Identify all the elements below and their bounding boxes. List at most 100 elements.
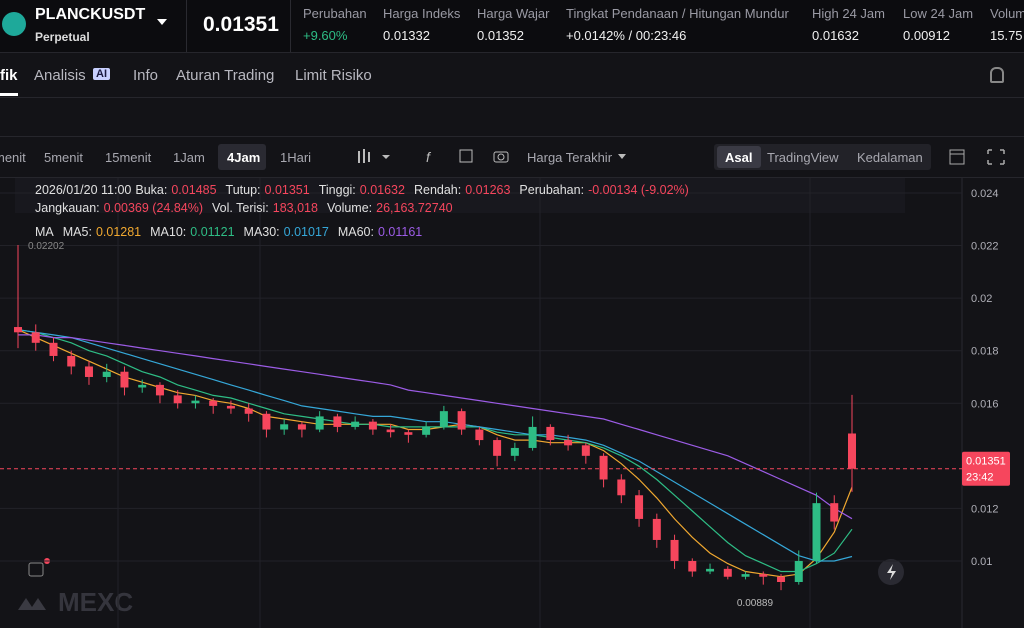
- chart-type-icon[interactable]: [355, 147, 391, 167]
- stat-label: Low 24 Jam: [903, 6, 974, 21]
- svg-text:f: f: [426, 149, 432, 165]
- view-option[interactable]: TradingView: [767, 150, 839, 165]
- candle-body: [173, 395, 182, 404]
- contract-type: Perpetual: [35, 30, 90, 44]
- layout-icons[interactable]: [948, 148, 1012, 166]
- info-label: Vol. Terisi:: [212, 201, 269, 215]
- price-source[interactable]: Harga Terakhir: [527, 150, 613, 165]
- info-value: 0.01263: [465, 183, 511, 197]
- stat-label: Volum: [990, 6, 1024, 21]
- view-option[interactable]: Kedalaman: [857, 150, 923, 165]
- info-label: Perubahan:: [519, 183, 585, 197]
- candle-body: [688, 560, 697, 572]
- info-value: -0.00134 (-9.02%): [588, 183, 689, 197]
- symbol[interactable]: PLANCKUSDT: [35, 6, 146, 23]
- info-value: 26,163.72740: [376, 201, 453, 215]
- stat-value: 15.75: [990, 28, 1023, 43]
- toolbar: f menit 5menit 15menit 1Jam 4Jam 1Hari Harga T…: [0, 136, 1024, 178]
- countdown: 23:42: [966, 472, 994, 484]
- nav-tab[interactable]: fik: [0, 67, 18, 84]
- candle-body: [155, 384, 164, 396]
- y-tick-label: 0.012: [971, 503, 999, 515]
- candle-body: [706, 568, 715, 572]
- interval[interactable]: 5menit: [44, 150, 84, 165]
- candle-body: [564, 440, 573, 446]
- ma-line: [17, 329, 853, 573]
- interval[interactable]: 4Jam: [227, 150, 261, 165]
- y-tick-label: 0.01: [971, 556, 992, 568]
- divider: [290, 0, 291, 52]
- stat-label: Harga Wajar: [477, 6, 550, 21]
- interval[interactable]: 1Jam: [173, 150, 205, 165]
- candle-body: [84, 366, 93, 377]
- ma-name: MA60:: [337, 225, 374, 239]
- interval[interactable]: 15menit: [105, 150, 152, 165]
- ma-line: [18, 334, 853, 520]
- nav-tab[interactable]: Analisis: [34, 67, 86, 84]
- coin-icon: [2, 12, 26, 36]
- dropdown-caret[interactable]: [156, 18, 168, 26]
- stat-label: Tingkat Pendanaan / Hitungan Mundur: [566, 6, 789, 21]
- watermark-logo: [18, 598, 46, 610]
- ma-value: 0.01121: [190, 225, 235, 239]
- candle-body: [67, 355, 76, 367]
- replay-icon[interactable]: [28, 562, 44, 577]
- candle-body: [244, 408, 253, 414]
- candle-body: [102, 371, 111, 377]
- candle-body: [386, 429, 395, 433]
- candle-body: [138, 384, 147, 388]
- last-price-box: [962, 451, 1010, 486]
- stat-value: +0.0142% / 00:23:46: [566, 28, 687, 43]
- active-underline: [0, 93, 18, 96]
- ma-name: MA10:: [150, 225, 187, 239]
- stat-value: 0.01332: [383, 28, 430, 43]
- ma-legend: MA MA5: 0.01281 MA10: 0.01121 MA30: 0.01017 MA6…: [15, 225, 698, 243]
- info-value: 183,018: [272, 201, 318, 215]
- candle-body: [528, 426, 537, 448]
- watermark: MEXC: [58, 587, 133, 617]
- tool-icons[interactable]: f: [426, 147, 526, 167]
- candle-body: [493, 440, 502, 456]
- candle-body: [635, 495, 644, 519]
- ma-value: 0.01281: [95, 225, 142, 239]
- stat-value: 0.01632: [812, 28, 859, 43]
- dropdown-caret[interactable]: [617, 154, 627, 160]
- candle-body: [297, 424, 306, 430]
- candle-body: [510, 447, 519, 456]
- stat-label: High 24 Jam: [812, 6, 885, 21]
- last-price-label: 0.01351: [966, 456, 1006, 468]
- candle-body: [812, 503, 821, 561]
- info-value: 0.01632: [359, 183, 405, 197]
- ma-line: [17, 329, 853, 562]
- view-option[interactable]: Asal: [725, 150, 753, 165]
- nav-tab[interactable]: Limit Risiko: [295, 67, 372, 84]
- candle-body: [599, 455, 608, 480]
- nav-tab[interactable]: Info: [133, 67, 159, 84]
- view-active-bg: [717, 146, 761, 168]
- stat-label: Harga Indeks: [383, 6, 461, 21]
- candle-body: [439, 411, 448, 427]
- candle-body: [422, 426, 431, 435]
- nav-tab[interactable]: Aturan Trading: [176, 67, 275, 84]
- min-label: 0.00889: [737, 598, 774, 609]
- bell-icon[interactable]: [990, 67, 1004, 83]
- candle-body: [617, 479, 626, 496]
- info-label: Jangkauan:: [35, 201, 100, 215]
- candle-body: [848, 433, 856, 469]
- interval[interactable]: 1Hari: [280, 150, 312, 165]
- y-tick-label: 0.02: [971, 293, 992, 305]
- y-tick-label: 0.024: [971, 188, 999, 200]
- ai-badge: AI: [93, 68, 110, 80]
- stat-value: 0.01352: [477, 28, 524, 43]
- nav-tabs: fik Analisis AI Info Aturan Trading Limit Ris…: [0, 53, 1024, 98]
- info-row: Jangkauan: 0.00369 (24.84%) Vol. Terisi: 18…: [15, 201, 698, 219]
- candle-body: [315, 416, 324, 430]
- candle-body: [546, 426, 555, 441]
- candle-body: [351, 421, 360, 427]
- interval[interactable]: menit: [0, 150, 26, 165]
- candle-body: [581, 445, 590, 456]
- max-label: 0.02202: [28, 241, 65, 252]
- stat-label: Perubahan: [303, 6, 367, 21]
- stat-value: 0.00912: [903, 28, 950, 43]
